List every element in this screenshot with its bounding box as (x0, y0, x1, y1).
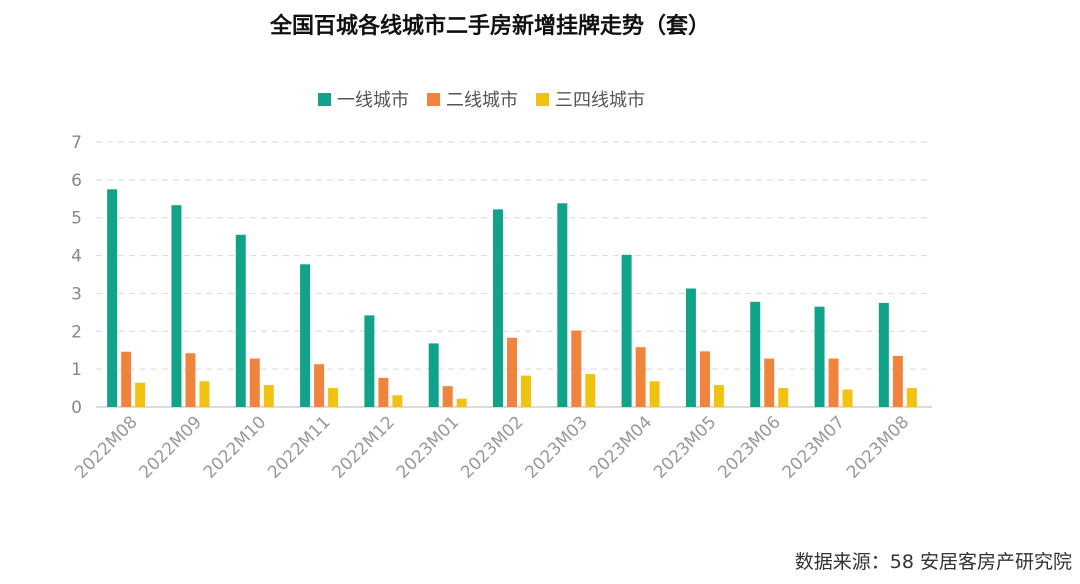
chart-legend: 一线城市 二线城市 三四线城市 (318, 86, 645, 112)
bar-3[interactable] (521, 375, 531, 407)
bar-3[interactable] (456, 398, 467, 407)
bar-2[interactable] (442, 386, 453, 407)
legend-label-series-3: 三四线城市 (555, 90, 645, 111)
bar-3[interactable] (328, 388, 339, 407)
legend-swatch-series-3 (536, 92, 549, 106)
bar-2[interactable] (571, 330, 582, 407)
bar-2[interactable] (764, 358, 775, 407)
y-tick-label: 6 (71, 171, 82, 191)
bar-1[interactable] (235, 234, 246, 407)
data-source-note: 数据来源：58 安居客房产研究院 (794, 551, 1072, 573)
bar-1[interactable] (493, 209, 503, 407)
bar-1[interactable] (364, 315, 375, 407)
y-tick-label: 7 (71, 133, 82, 153)
bar-3[interactable] (392, 395, 403, 407)
x-tick-label: 2023M04 (586, 412, 656, 482)
y-tick-label: 5 (71, 209, 82, 229)
x-tick-label: 2023M01 (393, 412, 463, 482)
y-tick-label: 4 (71, 247, 82, 267)
x-tick-label: 2023M02 (457, 412, 527, 482)
bar-1[interactable] (300, 264, 311, 407)
y-tick-label: 1 (71, 360, 82, 380)
legend-swatch-series-1 (318, 92, 331, 106)
bar-2[interactable] (507, 337, 517, 407)
bar-1[interactable] (878, 302, 889, 407)
x-tick-label: 2022M09 (136, 412, 206, 482)
bar-2[interactable] (185, 353, 196, 407)
bar-1[interactable] (685, 288, 696, 407)
bar-2[interactable] (699, 351, 710, 407)
bar-3[interactable] (585, 374, 596, 407)
bar-1[interactable] (557, 203, 568, 407)
bar-3[interactable] (199, 381, 210, 407)
x-tick-label: 2023M05 (650, 412, 720, 482)
x-tick-label: 2023M03 (521, 412, 591, 482)
bar-2[interactable] (892, 355, 903, 407)
bar-1[interactable] (428, 343, 439, 407)
legend-label-series-2: 二线城市 (446, 90, 518, 111)
bar-1[interactable] (621, 254, 632, 407)
bar-1[interactable] (171, 205, 182, 407)
bar-3[interactable] (649, 381, 660, 407)
y-tick-label: 2 (71, 322, 82, 342)
y-tick-label: 3 (71, 284, 82, 304)
bar-2[interactable] (314, 364, 325, 407)
x-tick-label: 2023M07 (779, 412, 849, 482)
legend-item-series-2[interactable]: 二线城市 (427, 86, 518, 112)
bar-2[interactable] (828, 358, 839, 407)
bar-1[interactable] (814, 306, 825, 407)
x-tick-label: 2022M11 (264, 412, 334, 482)
bar-3[interactable] (135, 382, 146, 407)
x-tick-label: 2023M06 (714, 412, 784, 482)
bar-1[interactable] (107, 189, 118, 407)
x-tick-label: 2022M10 (200, 412, 270, 482)
bar-2[interactable] (378, 377, 389, 407)
legend-item-series-1[interactable]: 一线城市 (318, 86, 409, 112)
bar-1[interactable] (750, 301, 761, 407)
y-tick-label: 0 (71, 398, 82, 418)
legend-swatch-series-2 (427, 92, 440, 106)
bar-3[interactable] (778, 388, 789, 407)
x-tick-label: 2023M08 (843, 412, 913, 482)
bar-3[interactable] (263, 385, 274, 407)
x-tick-label: 2022M12 (329, 412, 399, 482)
bar-3[interactable] (713, 385, 724, 407)
legend-item-series-3[interactable]: 三四线城市 (536, 86, 645, 112)
bar-2[interactable] (249, 358, 260, 407)
chart-title: 全国百城各线城市二手房新增挂牌走势（套） (269, 14, 710, 39)
x-tick-label: 2022M08 (71, 412, 141, 482)
bar-2[interactable] (121, 351, 132, 407)
bar-2[interactable] (635, 347, 646, 407)
bar-3[interactable] (906, 388, 917, 407)
legend-label-series-1: 一线城市 (337, 90, 409, 111)
bar-3[interactable] (842, 389, 853, 407)
